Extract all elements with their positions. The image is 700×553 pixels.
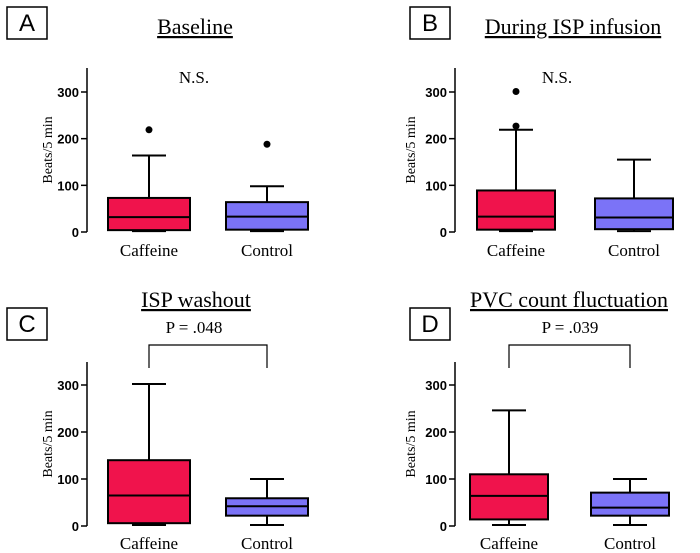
y-tick-label: 200 [57, 132, 79, 147]
panel-letter: C [18, 311, 35, 338]
y-tick-label: 0 [440, 225, 447, 240]
y-axis-title: Beats/5 min [41, 116, 56, 183]
iqr-box [476, 189, 556, 231]
y-tick-label: 0 [72, 519, 79, 534]
box-control: Control [590, 478, 670, 553]
panel-letter-box [6, 6, 48, 40]
y-tick-label: 300 [57, 378, 79, 393]
panel-letter: D [421, 311, 438, 338]
iqr-box [107, 459, 191, 525]
y-axis-title: Beats/5 min [404, 116, 419, 183]
category-label: Control [241, 241, 293, 260]
panel-title: ISP washout [141, 287, 251, 312]
y-tick-label: 100 [57, 472, 79, 487]
box-control: Control [594, 158, 674, 260]
iqr-box [594, 197, 674, 231]
panel-letter: A [19, 10, 35, 37]
y-tick-label: 200 [425, 132, 447, 147]
category-label: Caffeine [480, 534, 538, 553]
category-label: Control [241, 534, 293, 553]
panel-letter-box [409, 6, 451, 40]
panel-title: Baseline [157, 14, 233, 39]
category-label: Caffeine [487, 241, 545, 260]
iqr-box [107, 196, 191, 232]
significance-bracket [508, 344, 631, 368]
y-tick-label: 300 [57, 85, 79, 100]
y-tick-label: 100 [57, 178, 79, 193]
y-axis-title: Beats/5 min [41, 410, 56, 477]
category-label: Caffeine [120, 534, 178, 553]
box-caffeine: Caffeine [107, 383, 191, 553]
category-label: Caffeine [120, 241, 178, 260]
significance-annotation: N.S. [542, 68, 572, 87]
category-label: Control [608, 241, 660, 260]
panel-letter-box [6, 307, 48, 341]
box-control: Control [225, 140, 309, 260]
y-tick-label: 0 [440, 519, 447, 534]
significance-annotation: N.S. [179, 68, 209, 87]
y-tick-label: 100 [425, 472, 447, 487]
box-caffeine: Caffeine [469, 409, 549, 553]
panel-letter-box [409, 307, 451, 341]
y-tick-label: 300 [425, 85, 447, 100]
y-axis-title: Beats/5 min [404, 410, 419, 477]
panel-letter: B [422, 10, 438, 37]
y-tick-label: 100 [425, 178, 447, 193]
category-label: Control [604, 534, 656, 553]
panel-title: PVC count fluctuation [470, 287, 668, 312]
y-tick-label: 300 [425, 378, 447, 393]
panel-title: During ISP infusion [485, 14, 661, 39]
panel-a: A Baseline N.S. 0 100 200 300 Beats/5 min Caffei… [6, 6, 309, 260]
significance-bracket [148, 344, 268, 368]
y-tick-label: 200 [57, 425, 79, 440]
y-tick-label: 200 [425, 425, 447, 440]
box-control: Control [225, 478, 309, 553]
box-caffeine: Caffeine [107, 126, 191, 260]
panel-c: C ISP washout P = .048 0 100 200 300 Beats/5 mi… [6, 287, 309, 553]
outlier-point [263, 140, 271, 148]
outlier-point [145, 126, 153, 134]
panel-b: B During ISP infusion N.S. 0 100 200 300 Beats/… [404, 6, 674, 260]
box-caffeine: Caffeine [476, 88, 556, 260]
iqr-box [590, 491, 670, 517]
y-tick-label: 0 [72, 225, 79, 240]
panel-d: D PVC count fluctuation P = .039 0 100 200 300… [404, 287, 670, 553]
outlier-point [512, 88, 520, 96]
significance-annotation: P = .048 [166, 318, 223, 337]
outlier-point [512, 122, 520, 130]
significance-annotation: P = .039 [542, 318, 599, 337]
